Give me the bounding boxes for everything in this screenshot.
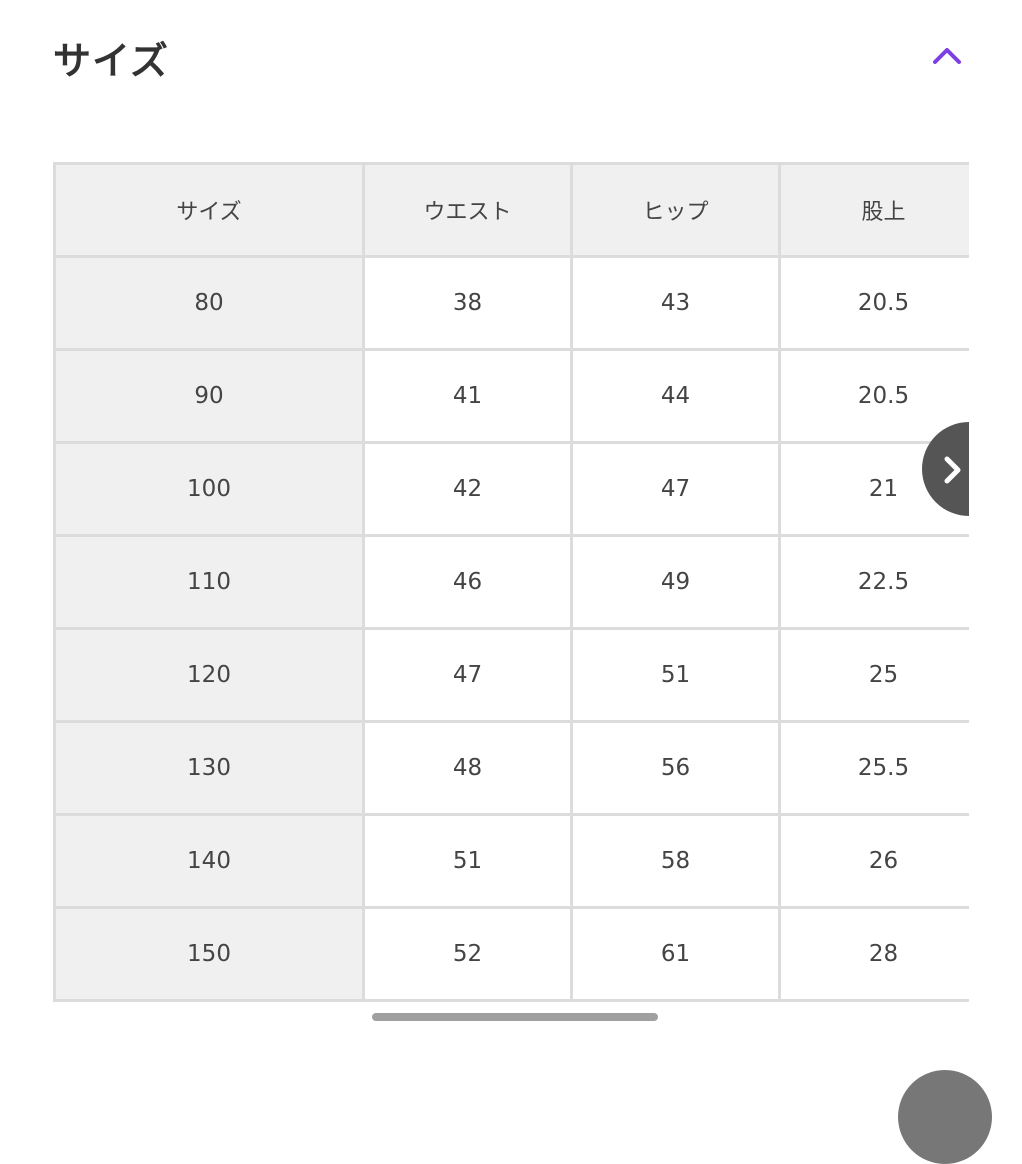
measurement-cell: 43 bbox=[570, 255, 781, 351]
measurement-cell: 28 bbox=[778, 906, 969, 1002]
column-header: 股上 bbox=[778, 162, 969, 258]
measurement-cell: 51 bbox=[362, 813, 573, 909]
column-header: ウエスト bbox=[362, 162, 573, 258]
table-row: 80 38 43 20.5 bbox=[53, 255, 969, 351]
measurement-cell: 25 bbox=[778, 627, 969, 723]
size-cell: 120 bbox=[53, 627, 365, 723]
size-cell: 80 bbox=[53, 255, 365, 351]
column-header: サイズ bbox=[53, 162, 365, 258]
column-header: ヒップ bbox=[570, 162, 781, 258]
horizontal-scrollbar[interactable] bbox=[372, 1013, 658, 1021]
scroll-right-button[interactable] bbox=[922, 422, 969, 516]
size-cell: 100 bbox=[53, 441, 365, 537]
measurement-cell: 26 bbox=[778, 813, 969, 909]
size-table: サイズ ウエスト ヒップ 股上 80 38 43 20.5 90 41 44 20.5 100 42 47… bbox=[53, 162, 969, 1002]
size-cell: 130 bbox=[53, 720, 365, 816]
size-cell: 90 bbox=[53, 348, 365, 444]
section-title: サイズ bbox=[53, 39, 169, 83]
size-cell: 150 bbox=[53, 906, 365, 1002]
measurement-cell: 41 bbox=[362, 348, 573, 444]
measurement-cell: 46 bbox=[362, 534, 573, 630]
measurement-cell: 22.5 bbox=[778, 534, 969, 630]
size-cell: 140 bbox=[53, 813, 365, 909]
measurement-cell: 42 bbox=[362, 441, 573, 537]
measurement-cell: 49 bbox=[570, 534, 781, 630]
floating-button[interactable] bbox=[898, 1070, 992, 1164]
table-row: 150 52 61 28 bbox=[53, 906, 969, 1002]
collapse-button[interactable] bbox=[928, 38, 966, 72]
measurement-cell: 48 bbox=[362, 720, 573, 816]
measurement-cell: 52 bbox=[362, 906, 573, 1002]
table-row: 120 47 51 25 bbox=[53, 627, 969, 723]
size-table-scroll[interactable]: サイズ ウエスト ヒップ 股上 80 38 43 20.5 90 41 44 20.5 100 42 47… bbox=[53, 162, 969, 1029]
measurement-cell: 56 bbox=[570, 720, 781, 816]
measurement-cell: 20.5 bbox=[778, 348, 969, 444]
measurement-cell: 47 bbox=[570, 441, 781, 537]
measurement-cell: 61 bbox=[570, 906, 781, 1002]
chevron-right-icon bbox=[944, 456, 961, 484]
table-row: 90 41 44 20.5 bbox=[53, 348, 969, 444]
measurement-cell: 38 bbox=[362, 255, 573, 351]
table-row: 140 51 58 26 bbox=[53, 813, 969, 909]
measurement-cell: 47 bbox=[362, 627, 573, 723]
table-header-row: サイズ ウエスト ヒップ 股上 bbox=[53, 162, 969, 258]
measurement-cell: 25.5 bbox=[778, 720, 969, 816]
table-row: 100 42 47 21 bbox=[53, 441, 969, 537]
table-row: 110 46 49 22.5 bbox=[53, 534, 969, 630]
measurement-cell: 58 bbox=[570, 813, 781, 909]
chevron-up-icon bbox=[933, 48, 961, 64]
measurement-cell: 44 bbox=[570, 348, 781, 444]
size-cell: 110 bbox=[53, 534, 365, 630]
table-row: 130 48 56 25.5 bbox=[53, 720, 969, 816]
measurement-cell: 20.5 bbox=[778, 255, 969, 351]
measurement-cell: 51 bbox=[570, 627, 781, 723]
